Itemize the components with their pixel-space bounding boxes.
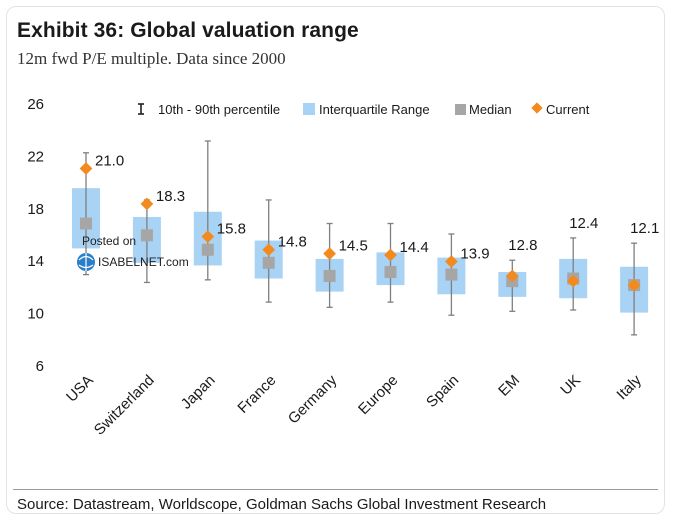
- x-tick-label: Japan: [178, 372, 219, 413]
- isabelnet-watermark: Posted on ISABELNET.com: [77, 234, 189, 271]
- y-tick-label: 18: [27, 201, 44, 218]
- current-value-label: 14.8: [278, 234, 307, 251]
- x-tick-label: EM: [495, 372, 523, 400]
- x-tick-label: Italy: [613, 371, 645, 403]
- legend-label: Current: [546, 102, 590, 117]
- current-value-label: 12.1: [630, 220, 659, 237]
- category-group-uk: 12.4: [559, 215, 598, 311]
- current-value-label: 21.0: [95, 153, 124, 170]
- current-value-label: 15.8: [217, 221, 246, 238]
- category-group-italy: 12.1: [620, 220, 659, 336]
- y-tick-label: 26: [27, 96, 44, 113]
- legend-median-swatch: [455, 104, 466, 115]
- watermark-line-2: ISABELNET.com: [98, 255, 189, 269]
- x-tick-label: Spain: [423, 372, 462, 411]
- median-marker: [201, 243, 214, 256]
- category-group-france: 14.8: [254, 199, 307, 303]
- category-group-switzerland: 18.3: [132, 188, 185, 284]
- current-value-label: 13.9: [460, 246, 489, 263]
- median-marker: [80, 217, 92, 230]
- x-tick-label: Europe: [355, 372, 401, 418]
- median-marker: [262, 256, 275, 269]
- current-value-label: 12.4: [569, 215, 598, 232]
- legend-whisker-symbol: [138, 103, 144, 115]
- source-note: Source: Datastream, Worldscope, Goldman …: [17, 496, 547, 513]
- legend-current-swatch: [531, 102, 543, 114]
- legend-label: Interquartile Range: [319, 102, 430, 117]
- legend-label: 10th - 90th percentile: [158, 102, 280, 117]
- plot-area: 21.0 18.3 15.8 14.8 14.5 14.4 13.9 12.8 12.4 12.1: [72, 140, 659, 336]
- y-axis: 6 10 14 18 22 26: [27, 96, 44, 375]
- current-marker: [384, 248, 397, 262]
- current-marker: [445, 255, 458, 268]
- category-group-spain: 13.9: [437, 233, 490, 316]
- x-tick-label: Germany: [285, 371, 341, 427]
- median-marker: [323, 269, 336, 282]
- current-marker: [140, 197, 154, 211]
- current-value-label: 12.8: [508, 237, 537, 254]
- source-divider: [13, 489, 658, 490]
- x-tick-label: France: [234, 372, 279, 417]
- median-marker: [445, 268, 458, 281]
- category-group-germany: 14.5: [315, 222, 368, 309]
- x-tick-label: Switzerland: [91, 372, 158, 439]
- legend-iqr-swatch: [303, 103, 315, 115]
- watermark-line-1: Posted on: [82, 234, 136, 248]
- current-value-label: 18.3: [156, 188, 185, 205]
- median-marker: [140, 229, 153, 242]
- category-group-em: 12.8: [498, 237, 538, 312]
- y-tick-label: 10: [27, 306, 44, 323]
- median-marker: [384, 265, 397, 278]
- x-tick-label: USA: [63, 372, 97, 406]
- current-marker: [79, 162, 93, 175]
- y-tick-label: 22: [27, 148, 44, 165]
- current-marker: [262, 243, 276, 257]
- chart-title: Exhibit 36: Global valuation range: [17, 19, 359, 42]
- current-value-label: 14.5: [339, 238, 368, 255]
- chart-subtitle: 12m fwd P/E multiple. Data since 2000: [17, 49, 286, 68]
- current-value-label: 14.4: [400, 239, 429, 256]
- category-group-europe: 14.4: [376, 222, 429, 303]
- globe-icon-lines: [78, 253, 94, 271]
- y-tick-label: 14: [27, 253, 44, 270]
- current-marker: [201, 230, 215, 243]
- chart-legend: 10th - 90th percentile Interquartile Rang…: [138, 102, 590, 117]
- x-tick-label: UK: [557, 372, 584, 399]
- y-tick-label: 6: [36, 358, 44, 375]
- current-marker: [323, 247, 336, 261]
- legend-label: Median: [469, 102, 512, 117]
- category-group-japan: 15.8: [193, 140, 246, 281]
